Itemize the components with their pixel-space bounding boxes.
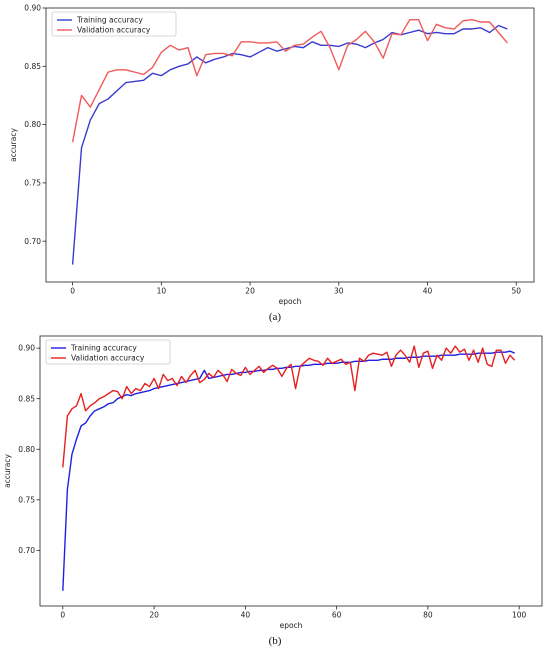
x-tick-label: 40 bbox=[423, 287, 433, 296]
y-tick-label: 0.90 bbox=[18, 344, 35, 353]
chart-a-svg: 0 10 20 30 40 50 0.70 0.75 0.80 0.85 0.90 epoch accu… bbox=[9, 4, 535, 323]
y-tick-label: 0.75 bbox=[24, 178, 41, 187]
x-tick-label: 20 bbox=[149, 611, 159, 620]
panel-caption: (a) bbox=[269, 311, 282, 323]
y-tick-label: 0.75 bbox=[18, 495, 35, 504]
x-tick-label: 40 bbox=[241, 611, 251, 620]
x-tick-label: 10 bbox=[157, 287, 167, 296]
x-tick-label: 50 bbox=[511, 287, 521, 296]
x-axis-label: epoch bbox=[280, 621, 303, 630]
series-line-training-accuracy bbox=[62, 350, 515, 591]
y-axis-label: accuracy bbox=[9, 128, 18, 162]
x-tick-label: 100 bbox=[512, 611, 527, 620]
x-tick-label: 60 bbox=[332, 611, 342, 620]
series-group bbox=[71, 18, 508, 265]
chart-b-svg: 0 20 40 60 80 100 0.70 0.75 0.80 0.85 0.90 epoch acc… bbox=[3, 335, 543, 647]
series-group bbox=[62, 345, 516, 591]
x-tick-label: 30 bbox=[334, 287, 344, 296]
y-tick-label: 0.80 bbox=[18, 445, 35, 454]
legend-box bbox=[51, 11, 177, 37]
legend-entry: Training accuracy bbox=[70, 344, 137, 353]
x-axis-label: epoch bbox=[279, 297, 302, 306]
series-line-validation-accuracy bbox=[62, 345, 516, 468]
y-axis-label: accuracy bbox=[3, 454, 12, 488]
series-line-validation-accuracy bbox=[71, 18, 508, 143]
y-tick-label: 0.70 bbox=[24, 237, 41, 246]
y-tick-label: 0.90 bbox=[24, 4, 41, 13]
legend-entry: Validation accuracy bbox=[77, 26, 151, 35]
panel-caption: (b) bbox=[269, 635, 282, 647]
legend-entry: Validation accuracy bbox=[71, 354, 145, 363]
legend-box bbox=[45, 339, 171, 365]
x-tick-label: 20 bbox=[245, 287, 255, 296]
chart-panel-a: 0 10 20 30 40 50 0.70 0.75 0.80 0.85 0.90 epoch accu… bbox=[9, 4, 535, 323]
series-line-training-accuracy bbox=[71, 24, 508, 265]
chart-panel-b: 0 20 40 60 80 100 0.70 0.75 0.80 0.85 0.90 epoch acc… bbox=[0, 326, 550, 652]
y-tick-label: 0.85 bbox=[18, 394, 35, 403]
x-tick-label: 0 bbox=[60, 611, 65, 620]
x-tick-label: 80 bbox=[423, 611, 433, 620]
legend-entry: Training accuracy bbox=[76, 16, 143, 25]
y-tick-label: 0.70 bbox=[18, 546, 35, 555]
y-tick-label: 0.85 bbox=[24, 62, 41, 71]
x-tick-label: 0 bbox=[70, 287, 75, 296]
y-tick-label: 0.80 bbox=[24, 120, 41, 129]
plot-area-frame bbox=[39, 335, 543, 607]
plot-area-frame bbox=[45, 7, 535, 283]
